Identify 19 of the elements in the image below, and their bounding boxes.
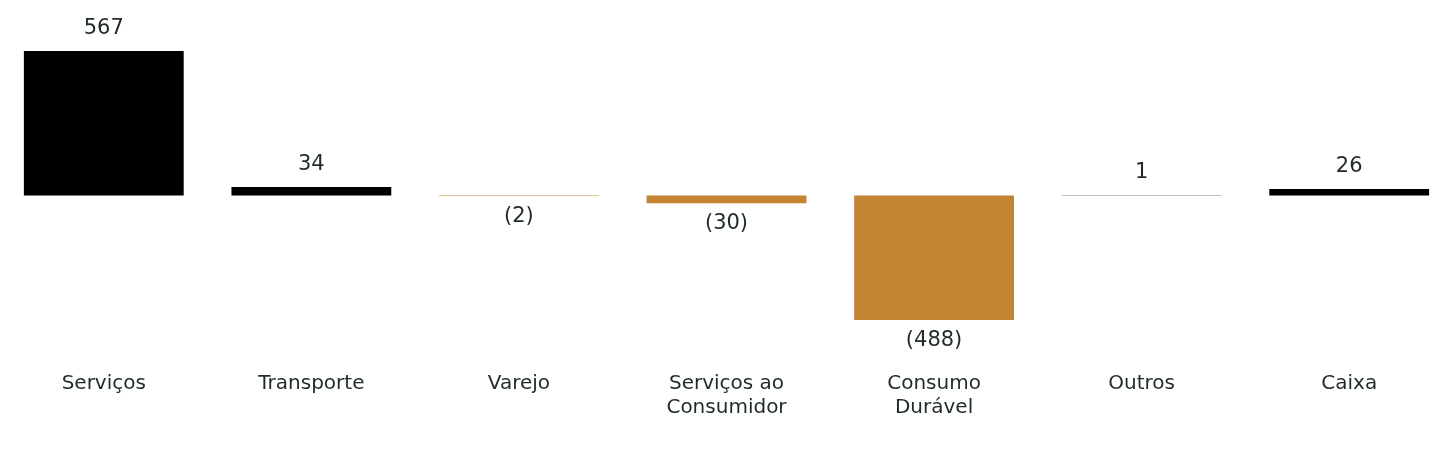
- x-tick-label: Outros: [1108, 370, 1175, 395]
- x-tick-label: Consumo Durável: [887, 370, 981, 419]
- bar: [1269, 188, 1430, 196]
- x-tick-label: Serviços ao Consumidor: [666, 370, 788, 419]
- x-tick-label: Serviços: [61, 370, 146, 395]
- x-tick-label: Caixa: [1321, 370, 1378, 395]
- bar: [646, 195, 807, 204]
- data-label: 1: [1134, 159, 1149, 184]
- bar: [23, 51, 184, 196]
- data-label: 34: [297, 150, 325, 175]
- data-label: 26: [1335, 152, 1363, 177]
- x-tick-label: Transporte: [257, 370, 365, 395]
- bar: [231, 186, 392, 196]
- data-label: (488): [905, 326, 963, 351]
- data-label: (30): [704, 210, 749, 235]
- data-label: (2): [504, 203, 534, 228]
- data-label: 567: [83, 14, 124, 39]
- bar: [854, 195, 1014, 320]
- x-tick-label: Varejo: [487, 370, 551, 395]
